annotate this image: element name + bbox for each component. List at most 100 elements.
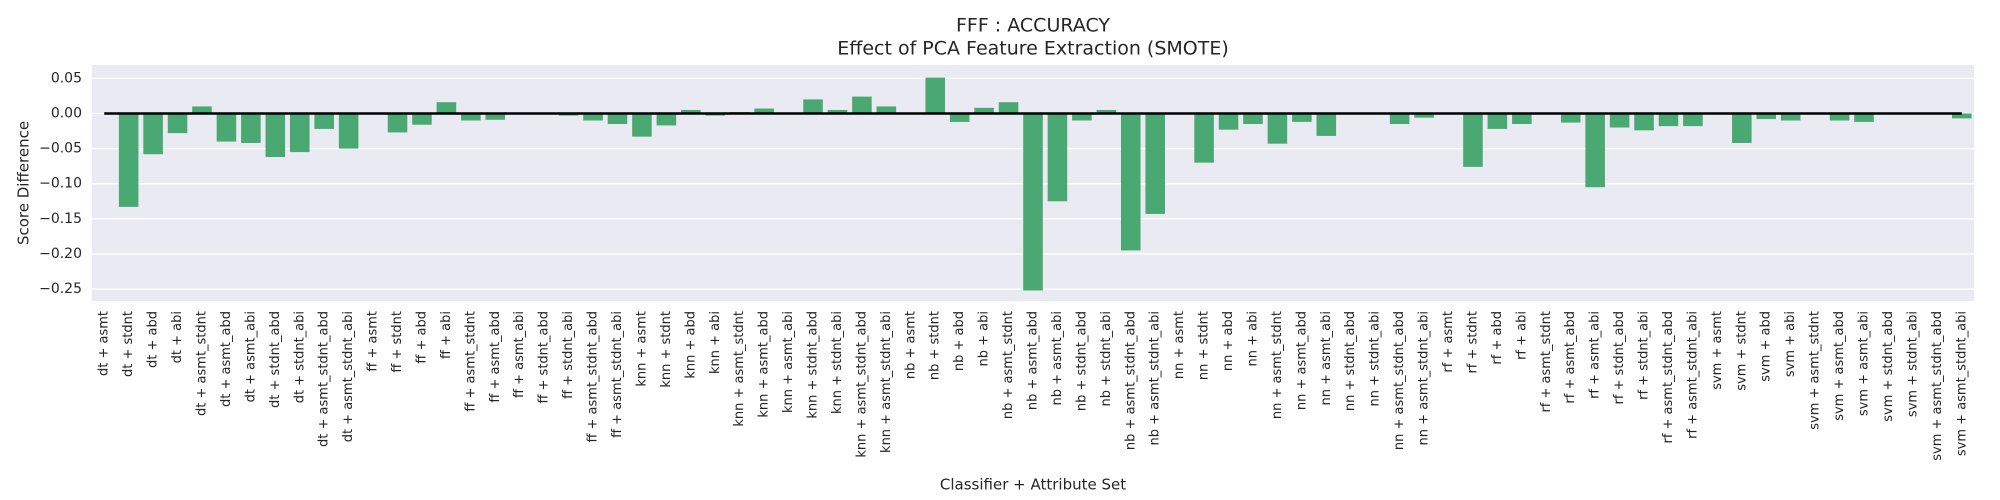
- x-tick-label: nn + abi: [1245, 311, 1260, 366]
- y-tick-label: −0.25: [39, 281, 82, 297]
- x-tick-label: dt + stdnt_abd: [268, 311, 283, 408]
- x-tick-label: rf + stdnt_abd: [1612, 311, 1627, 405]
- x-tick-label: dt + asmt_stdnt_abi: [341, 311, 356, 442]
- x-tick-label: rf + abi: [1514, 311, 1529, 360]
- x-tick-label: dt + abi: [170, 311, 185, 363]
- bar: [1414, 113, 1434, 118]
- x-tick-label: nn + asmt_abi: [1319, 311, 1334, 405]
- bar: [1316, 113, 1337, 136]
- x-tick-label: nn + stdnt: [1197, 311, 1212, 380]
- x-tick-label: knn + asmt_stdnt_abi: [879, 311, 894, 453]
- x-tick-label: ff + asmt: [366, 311, 381, 372]
- x-tick-label: knn + asmt_abi: [781, 311, 796, 413]
- x-tick-label: svm + abi: [1783, 311, 1798, 377]
- bar: [1634, 113, 1654, 131]
- x-tick-label: nb + asmt_abi: [1050, 311, 1065, 405]
- x-tick-label: svm + asmt_abd: [1832, 311, 1847, 421]
- bar: [118, 113, 139, 207]
- bar: [632, 113, 652, 137]
- bar: [1072, 113, 1092, 121]
- x-tick-label: ff + asmt_stdnt_abi: [610, 311, 625, 438]
- x-tick-label: svm + asmt_stdnt_abd: [1930, 311, 1945, 461]
- bar: [754, 108, 774, 114]
- x-tick-label: ff + abd: [414, 311, 429, 364]
- x-tick-label: nb + stdnt: [928, 311, 943, 380]
- bar: [192, 106, 212, 114]
- x-tick-label: nb + asmt_stdnt: [1001, 311, 1016, 419]
- bar: [1267, 113, 1288, 144]
- x-tick-label: knn + asmt: [634, 311, 649, 387]
- bar: [1463, 113, 1483, 167]
- bar: [607, 113, 628, 124]
- bar: [1487, 113, 1508, 129]
- x-tick-label: dt + asmt_abd: [219, 311, 234, 407]
- bar: [216, 113, 237, 142]
- bar: [1145, 113, 1165, 214]
- x-tick-label: svm + asmt_abi: [1857, 311, 1872, 416]
- bar: [1732, 113, 1752, 143]
- chart-title: FFF : ACCURACY: [956, 15, 1110, 37]
- x-tick-label: knn + asmt_stdnt_abd: [854, 311, 869, 458]
- x-tick-label: nn + asmt_stdnt_abi: [1417, 311, 1432, 445]
- x-tick-label: svm + abd: [1759, 311, 1774, 382]
- x-tick-label: nn + stdnt_abi: [1368, 311, 1383, 406]
- bar: [1389, 113, 1410, 124]
- x-tick-label: rf + asmt: [1441, 311, 1456, 373]
- bar: [143, 113, 163, 155]
- x-tick-label: nb + abd: [952, 311, 967, 371]
- x-tick-label: svm + asmt_stdnt_abi: [1954, 311, 1969, 456]
- x-tick-label: nn + asmt_stdnt_abd: [1392, 311, 1407, 450]
- x-tick-label: svm + asmt_stdnt: [1808, 311, 1823, 430]
- x-tick-label: rf + asmt_abi: [1588, 311, 1603, 399]
- y-tick-label: −0.05: [39, 141, 82, 157]
- bar: [1096, 109, 1117, 114]
- bar: [681, 109, 701, 114]
- x-tick-label: ff + stdnt: [390, 311, 405, 373]
- bar: [876, 106, 897, 114]
- x-tick-label: ff + stdnt_abi: [561, 311, 576, 399]
- x-tick-label: svm + asmt: [1710, 311, 1725, 390]
- x-tick-label: knn + stdnt_abd: [806, 311, 821, 419]
- x-tick-label: ff + asmt_abd: [488, 311, 503, 403]
- bar: [1512, 113, 1532, 124]
- x-tick-label: dt + asmt_abi: [243, 311, 258, 402]
- bar: [241, 113, 261, 143]
- x-tick-label: rf + asmt_stdnt_abi: [1685, 311, 1700, 439]
- bar: [387, 113, 408, 133]
- y-tick-label: −0.15: [39, 211, 82, 227]
- x-tick-label: knn + asmt_stdnt: [732, 311, 747, 427]
- y-tick-label: −0.10: [39, 176, 82, 192]
- x-tick-label: nn + asmt: [1172, 311, 1187, 379]
- x-tick-label: rf + asmt_abd: [1563, 311, 1578, 404]
- bar: [1120, 113, 1141, 251]
- bar: [803, 99, 823, 114]
- bar: [1609, 113, 1630, 128]
- bar: [656, 113, 677, 126]
- bar: [1194, 113, 1214, 163]
- x-tick-label: dt + asmt: [97, 311, 112, 376]
- x-tick-label: svm + stdnt_abd: [1881, 311, 1896, 422]
- x-tick-label: nb + abi: [977, 311, 992, 366]
- bar: [1560, 113, 1581, 123]
- bar: [436, 102, 457, 114]
- bar: [1854, 113, 1874, 122]
- x-tick-label: nb + asmt_stdnt_abd: [1123, 311, 1138, 450]
- x-tick-label: dt + asmt_stdnt_abd: [317, 311, 332, 447]
- x-tick-label: nb + stdnt_abd: [1074, 311, 1089, 411]
- bar: [1952, 113, 1972, 119]
- x-tick-label: ff + asmt_abi: [512, 311, 527, 398]
- x-tick-label: rf + asmt_stdnt_abd: [1661, 311, 1676, 444]
- bar: [1292, 113, 1312, 122]
- bar: [1218, 113, 1239, 130]
- bar: [1658, 113, 1679, 127]
- x-tick-label: dt + stdnt_abi: [292, 311, 307, 403]
- bar: [1047, 113, 1068, 202]
- x-tick-label: ff + abi: [439, 311, 454, 359]
- bar: [461, 113, 481, 121]
- x-tick-label: nb + stdnt_abi: [1099, 311, 1114, 406]
- x-tick-label: knn + abd: [683, 311, 698, 379]
- bar: [338, 113, 359, 149]
- bar: [583, 113, 603, 121]
- bar: [314, 113, 334, 129]
- x-tick-label: svm + stdnt_abi: [1905, 311, 1920, 417]
